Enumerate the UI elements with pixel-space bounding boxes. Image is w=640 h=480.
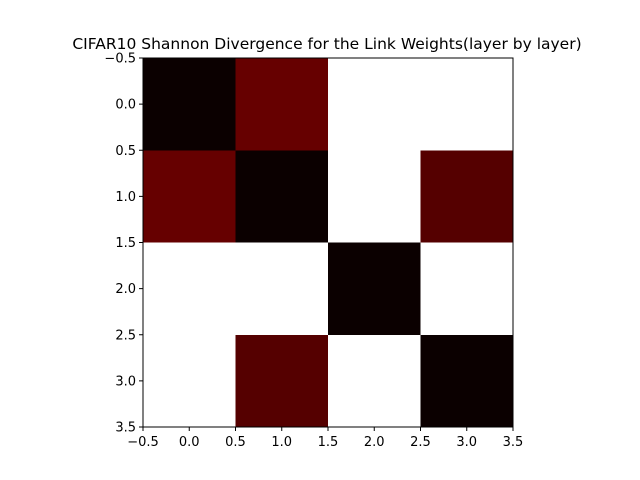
heatmap-cell-r0-c1 (235, 58, 328, 151)
x-tick-label: 1.0 (271, 435, 292, 450)
heatmap-cell-r2-c3 (420, 242, 513, 335)
y-tick-label: 3.0 (115, 374, 136, 389)
x-axis: −0.5 0.0 0.5 1.0 1.5 2.0 2.5 3.0 3.5 (127, 427, 523, 450)
x-tick-label: −0.5 (127, 435, 159, 450)
chart-title: CIFAR10 Shannon Divergence for the Link … (72, 35, 581, 53)
heatmap-cell-r3-c1 (235, 334, 328, 427)
x-tick-label: 1.5 (318, 435, 339, 450)
heatmap-cell-r0-c2 (328, 58, 421, 151)
x-tick-label: 3.0 (456, 435, 477, 450)
y-tick-label: 3.5 (115, 421, 136, 436)
x-tick-label: 2.5 (410, 435, 431, 450)
plot-frame (142, 57, 514, 428)
heatmap-cell-r2-c0 (143, 242, 236, 335)
x-tick-label: 2.0 (364, 435, 385, 450)
heatmap-cell-r1-c0 (143, 150, 236, 243)
x-tick-label: 3.5 (503, 435, 524, 450)
y-tick-label: 2.5 (115, 328, 136, 343)
y-tick-label: 0.5 (115, 144, 136, 159)
y-tick-label: 2.0 (115, 282, 136, 297)
heatmap-cell-r3-c2 (328, 334, 421, 427)
y-axis: −0.5 0.0 0.5 1.0 1.5 2.0 2.5 3.0 3.5 (104, 52, 143, 436)
heatmap-cell-r1-c1 (235, 150, 328, 243)
heatmap-cells (143, 58, 513, 427)
y-tick-label: 0.0 (115, 98, 136, 113)
heatmap-cell-r0-c0 (143, 58, 236, 151)
heatmap-cell-r2-c1 (235, 242, 328, 335)
x-tick-label: 0.0 (179, 435, 200, 450)
heatmap-cell-r1-c3 (420, 150, 513, 243)
heatmap-cell-r1-c2 (328, 150, 421, 243)
x-tick-label: 0.5 (225, 435, 246, 450)
heatmap-cell-r2-c2 (328, 242, 421, 335)
y-tick-label: 1.0 (115, 190, 136, 205)
heatmap-cell-r3-c3 (420, 334, 513, 427)
heatmap-cell-r0-c3 (420, 58, 513, 151)
y-tick-label: 1.5 (115, 236, 136, 251)
y-tick-label: −0.5 (104, 52, 136, 67)
heatmap-cell-r3-c0 (143, 334, 236, 427)
